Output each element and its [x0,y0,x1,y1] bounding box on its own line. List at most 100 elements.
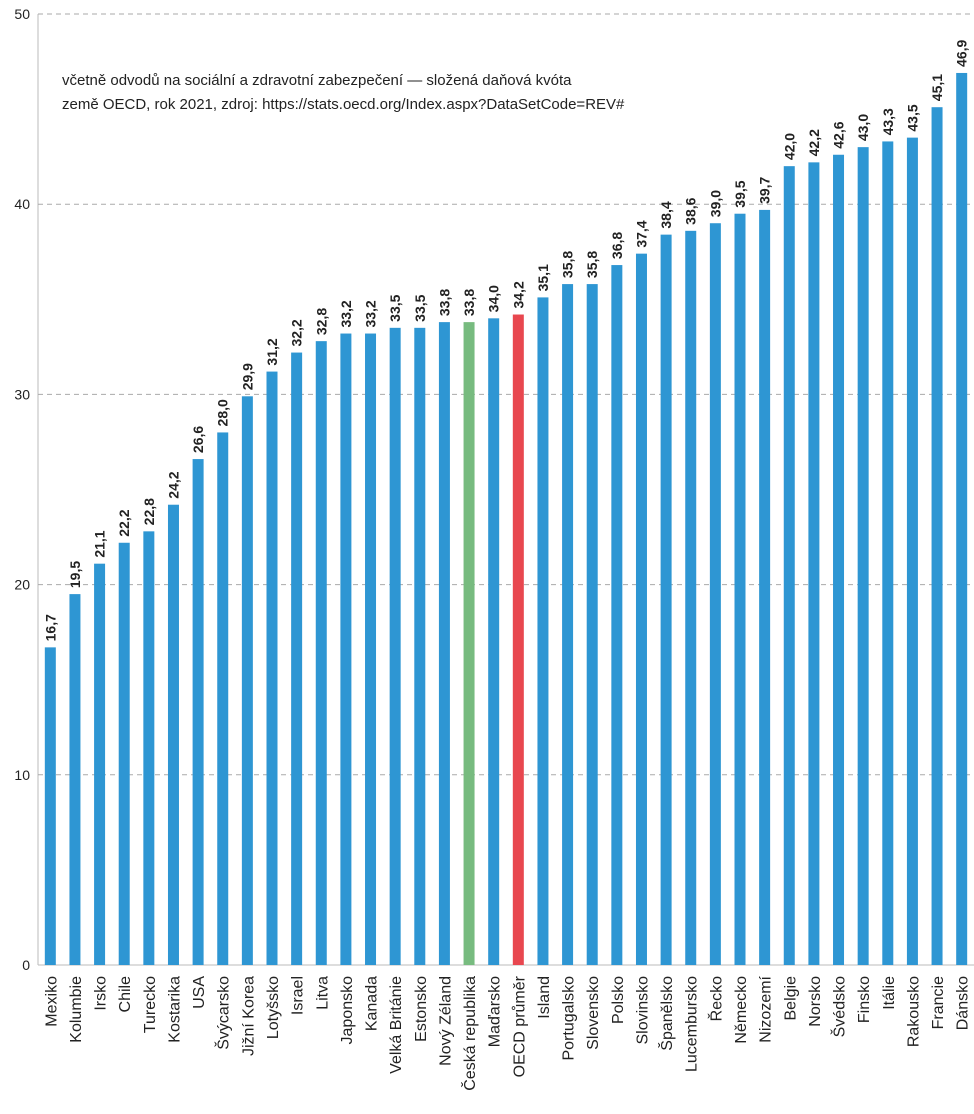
x-tick-label: Švýcarsko [214,976,233,1050]
x-tick-label: Slovensko [585,976,602,1050]
value-label: 33,5 [387,294,403,321]
value-label: 32,8 [313,308,329,335]
value-label: 43,0 [855,114,871,141]
value-label: 45,1 [929,74,945,101]
bar [586,284,598,966]
x-tick-label: Dánsko [955,976,972,1030]
bar [956,72,968,966]
value-label: 35,8 [584,251,600,278]
x-tick-label: Itálie [881,976,898,1010]
bar [635,253,647,966]
value-label: 21,1 [92,530,108,557]
value-label: 36,8 [609,232,625,259]
bar [44,647,56,965]
bar [808,162,820,965]
x-tick-label: Finsko [856,976,873,1023]
bar [685,230,697,965]
x-tick-label: Nizozemí [758,975,775,1042]
bar [709,223,721,966]
x-tick-label: OECD průměr [510,975,528,1077]
x-tick-label: Chile [117,976,134,1013]
bar [783,166,795,965]
value-label: 34,2 [510,281,526,308]
value-label: 34,0 [486,285,502,312]
bar [167,504,179,965]
value-label: 39,5 [732,180,748,207]
value-label: 33,8 [461,289,477,316]
x-tick-label: USA [191,976,208,1009]
bar [931,107,943,965]
value-label: 39,7 [757,176,773,203]
x-tick-label: Belgie [782,976,799,1021]
value-label: 19,5 [67,561,83,588]
value-label: 46,9 [954,40,970,67]
x-tick-label: Irsko [93,976,110,1011]
x-tick-label: Norsko [807,976,824,1027]
bar [291,352,303,965]
bar [906,137,918,965]
value-label: 26,6 [190,426,206,453]
x-tick-label: Portugalsko [561,976,578,1061]
bar [414,327,426,966]
bar [611,265,623,966]
value-label: 35,8 [560,251,576,278]
y-tick-label: 50 [14,6,30,22]
bar [241,396,253,965]
bar [389,327,401,966]
value-label: 31,2 [264,338,280,365]
bar [217,432,229,965]
x-tick-label: Slovinsko [634,976,651,1045]
x-tick-label: Německo [733,976,750,1044]
bar [340,333,352,965]
y-tick-label: 0 [22,957,30,973]
value-label: 42,0 [781,133,797,160]
x-tick-label: Lotyšsko [265,976,282,1039]
bar [759,209,771,965]
bar [69,594,81,965]
bar [118,542,130,965]
x-tick-label: Rakousko [905,976,922,1047]
bar [266,371,278,965]
value-label: 42,6 [831,121,847,148]
value-label: 43,3 [880,108,896,135]
bar [512,314,524,965]
bar [833,154,845,966]
x-tick-label: Kostarika [166,976,183,1043]
x-tick-label: Francie [930,976,947,1029]
annotation: včetně odvodů na sociální a zdravotní za… [62,72,572,89]
value-label: 33,8 [436,289,452,316]
value-label: 33,2 [338,300,354,327]
bar [882,141,894,965]
bar [315,341,327,965]
bar [734,213,746,965]
value-label: 22,8 [141,498,157,525]
x-tick-label: Česká republika [460,976,479,1091]
x-tick-label: Nový Zéland [437,976,454,1066]
value-label: 16,7 [42,614,58,641]
x-tick-label: Turecko [142,976,159,1033]
bar [365,333,377,965]
x-tick-label: Israel [290,976,307,1015]
value-label: 24,2 [165,471,181,498]
value-label: 38,6 [683,197,699,224]
bar [857,147,869,965]
bar [488,318,500,965]
bar [192,459,204,965]
bar [660,234,672,965]
value-label: 22,2 [116,509,132,536]
x-tick-label: Japonsko [339,976,356,1045]
bar [463,322,475,965]
value-label: 33,5 [412,294,428,321]
value-label: 37,4 [633,220,649,247]
value-label: 32,2 [289,319,305,346]
bar [562,284,574,966]
x-tick-label: Jižní Korea [240,976,257,1056]
x-tick-label: Estonsko [413,976,430,1042]
x-tick-label: Litva [314,976,331,1010]
bar [94,563,106,965]
x-tick-label: Mexiko [43,976,60,1027]
x-tick-label: Španělsko [657,976,676,1051]
y-tick-label: 20 [14,577,30,593]
value-label: 39,0 [707,190,723,217]
